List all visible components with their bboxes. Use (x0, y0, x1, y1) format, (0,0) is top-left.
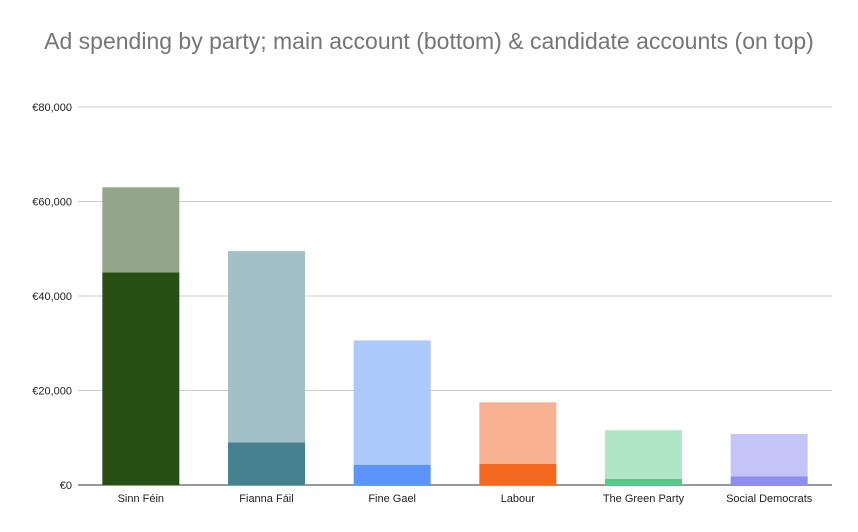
x-tick-label: Labour (501, 493, 536, 505)
x-axis-tick-labels: Sinn Féin Fianna Fáil Fine Gael Labour The G… (118, 493, 813, 505)
bar-main-account (102, 272, 180, 485)
bars (102, 187, 808, 485)
chart-title: Ad spending by party; main account (bott… (44, 28, 814, 54)
x-tick-label: Fianna Fáil (239, 493, 293, 505)
bar-candidate-accounts (479, 402, 557, 464)
y-tick-label: €80,000 (32, 102, 72, 114)
x-tick-label: Social Democrats (726, 493, 813, 505)
bar-main-account (605, 478, 682, 485)
bar-candidate-accounts (605, 430, 682, 479)
gridlines (78, 106, 832, 486)
x-tick-label: Sinn Féin (118, 493, 164, 505)
x-tick-label: The Green Party (603, 493, 685, 505)
bar-candidate-accounts (353, 340, 431, 465)
bar-main-account (353, 464, 431, 485)
bar-candidate-accounts (102, 187, 180, 273)
y-tick-label: €40,000 (32, 291, 72, 303)
y-tick-label: €20,000 (32, 386, 72, 398)
y-tick-label: €0 (60, 480, 72, 492)
bar-main-account (730, 476, 808, 485)
bar-candidate-accounts (730, 433, 808, 477)
bar-candidate-accounts (228, 251, 305, 443)
bar-main-account (228, 442, 305, 485)
bar-main-account (479, 463, 557, 485)
x-tick-label: Fine Gael (368, 493, 416, 505)
y-tick-label: €60,000 (32, 197, 72, 209)
y-axis-tick-labels: €0 €20,000 €40,000 €60,000 €80,000 (32, 102, 72, 492)
